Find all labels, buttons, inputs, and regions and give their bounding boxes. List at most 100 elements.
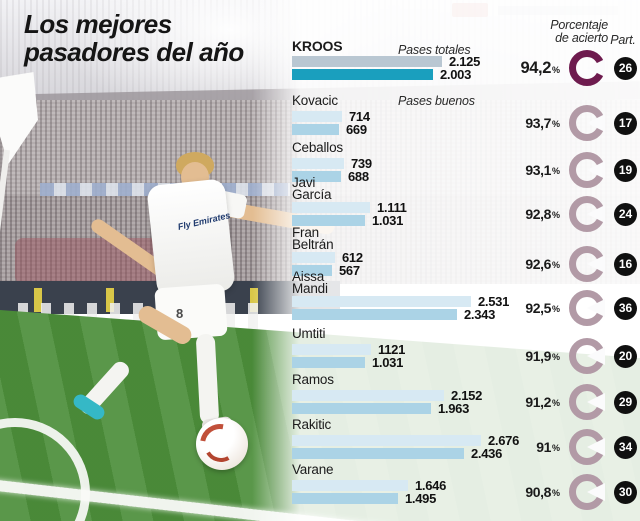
bar-value-label: 1.031 [372,213,404,228]
bar-pases-totales [292,56,442,67]
player-row-kovacic: Kovacic 714 669 93,7% 17 [292,94,640,141]
bar-pases-buenos [292,357,365,368]
bar-pases-buenos [292,215,365,226]
accuracy-ring-icon [569,338,605,374]
player-name: Rakitic [292,417,332,432]
title-line2: pasadores del año [24,37,244,67]
player-row-ramos: Ramos 2.152 1.963 91,2% 29 [292,373,640,420]
bar-pases-totales [292,390,444,401]
row-stats: 91,9% 20 [508,338,637,374]
matches-badge: 19 [614,158,637,182]
accuracy-ring-icon [569,50,605,86]
bar-value-label: 2.436 [471,446,503,461]
bar-pases-buenos [292,171,341,182]
matches-badge: 17 [614,111,637,135]
player-row-varane: Varane 1.646 1.495 90,8% 30 [292,463,640,510]
matches-badge: 20 [614,344,637,368]
bar-group: 2.676 2.436 [292,433,640,461]
player-name: Ceballos [292,140,343,155]
bar-value-label: 2.003 [440,67,472,82]
bar-pases-buenos [292,403,431,414]
bar-pases-buenos [292,448,464,459]
player-name: Umtiti [292,326,326,341]
row-stats: 90,8% 30 [508,474,637,510]
bar-value-label: 2.343 [464,307,496,322]
accuracy-ring-icon [569,152,605,188]
column-header-pases-buenos: Pases buenos [398,94,475,108]
row-stats: 91,2% 29 [508,384,637,420]
bar-value-label: 669 [346,122,367,137]
bar-value-label: 567 [339,263,360,278]
player-row-kroos: KROOS 2.125 2.003 94,2% 26 [292,38,640,86]
matches-badge: 34 [614,435,637,459]
bar-pases-buenos [292,309,457,320]
row-stats: 91% 34 [508,429,637,465]
accuracy-percentage: 91,9% [525,348,560,364]
bar-pases-totales [292,202,370,213]
player-row-umtiti: Umtiti 1121 1.031 91,9% 20 [292,326,640,374]
title-line1: Los mejores [24,9,172,39]
accuracy-ring-icon [569,429,605,465]
player-name: KROOS [292,38,343,54]
bar-value-label: 714 [349,109,370,124]
player-name: Javi García [292,175,332,202]
bar-group: 1.111 1.031 [292,200,640,228]
bar-value-label: 1.495 [405,491,437,506]
accuracy-percentage: 93,1% [525,162,560,178]
matches-badge: 36 [614,296,637,320]
bar-group: 612 567 [292,250,640,278]
bar-group: 1.646 1.495 [292,478,640,506]
accuracy-percentage: 92,6% [525,256,560,272]
column-header-pases-totales: Pases totales [398,43,471,57]
bar-value-label: 1121 [378,342,406,357]
bar-group: 2.152 1.963 [292,388,640,416]
row-stats: 92,5% 36 [508,290,637,326]
row-stats: 92,8% 24 [508,196,637,232]
player-standing-leg [195,333,220,425]
bar-value-label: 2.125 [449,54,481,69]
matches-badge: 24 [614,202,637,226]
accuracy-ring-icon [569,246,605,282]
bar-pases-totales [292,111,342,122]
matches-badge: 16 [614,252,637,276]
column-header-part: Part. [610,33,636,47]
bar-pases-totales [292,252,335,263]
bar-group: 739 688 [292,156,640,184]
row-stats: 93,1% 19 [508,152,637,188]
matches-badge: 30 [614,480,637,504]
column-header-porcentaje: Porcentaje de acierto [528,19,608,44]
player-name: Fran Beltrán [292,225,334,252]
bar-value-label: 739 [351,156,372,171]
accuracy-ring-icon [569,384,605,420]
player-name: Aissa Mandi [292,269,328,296]
player-row-fran-beltran: Fran Beltrán 612 567 92,6% 16 [292,225,640,282]
accuracy-percentage: 93,7% [525,115,560,131]
player-row-aissa-mandi: Aissa Mandi 2.531 2.343 92,5% 36 [292,269,640,326]
accuracy-percentage: 94,2% [520,59,560,77]
player-shirt [146,178,236,298]
row-stats: 94,2% 26 [508,50,637,86]
accuracy-percentage: 92,8% [525,206,560,222]
bar-pases-buenos [292,124,339,135]
row-stats: 93,7% 17 [508,105,637,141]
bar-pases-totales [292,344,371,355]
porcentaje-line1: Porcentaje [550,18,608,32]
matches-badge: 29 [614,390,637,414]
accuracy-ring-icon [569,196,605,232]
bar-pases-totales [292,158,344,169]
bar-value-label: 1.111 [377,200,407,215]
bar-value-label: 1.963 [438,401,470,416]
player-row-javi-garcia: Javi García 1.111 1.031 92,8% 24 [292,175,640,232]
bar-pases-totales [292,296,471,307]
accuracy-ring-icon [569,105,605,141]
bar-pases-totales [292,435,481,446]
accuracy-ring-icon [569,474,605,510]
bar-pases-buenos [292,69,433,80]
matches-badge: 26 [614,56,637,80]
accuracy-percentage: 90,8% [525,484,560,500]
accuracy-ring-icon [569,290,605,326]
bar-value-label: 2.676 [488,433,520,448]
bar-value-label: 2.152 [451,388,483,403]
player-row-rakitic: Rakitic 2.676 2.436 91% 34 [292,417,640,465]
